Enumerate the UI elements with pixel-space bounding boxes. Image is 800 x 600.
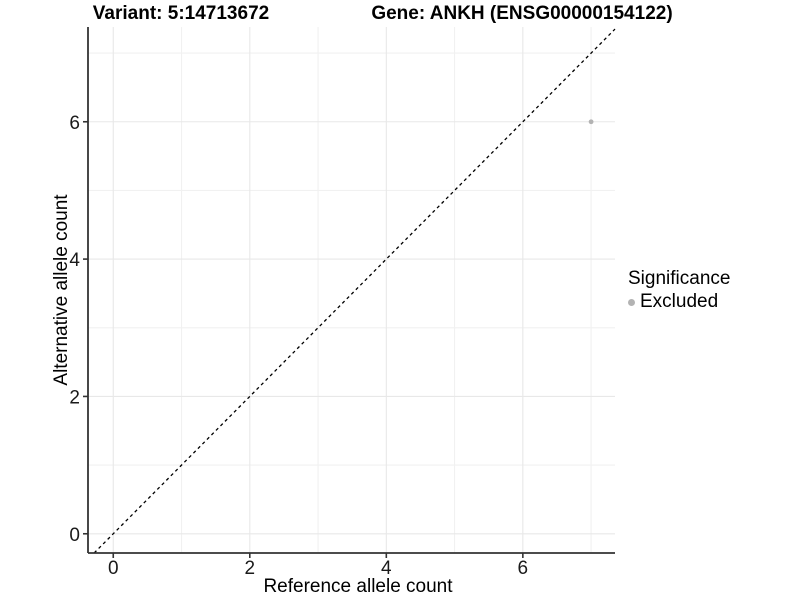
variant-title: Variant: 5:14713672 [92,3,270,24]
x-tick-label: 4 [381,558,392,579]
legend-title: Significance [628,268,731,289]
y-tick-label: 4 [69,250,80,271]
x-axis-title: Reference allele count [263,576,453,597]
identity-line [93,28,616,554]
data-point [588,119,594,125]
x-tick-label: 6 [518,558,529,579]
y-tick-label: 2 [69,387,80,408]
legend-item-label: Excluded [640,291,719,312]
legend-dot-icon [628,298,635,306]
y-tick-label: 0 [69,525,80,546]
y-axis-title: Alternative allele count [51,194,72,386]
legend: Significance Excluded [628,268,730,313]
x-tick-label: 0 [108,558,119,579]
gene-title: Gene: ANKH (ENSG00000154122) [371,3,673,24]
x-tick-label: 2 [244,558,255,579]
y-tick-label: 6 [69,113,80,134]
legend-item-excluded: Excluded [628,291,730,313]
